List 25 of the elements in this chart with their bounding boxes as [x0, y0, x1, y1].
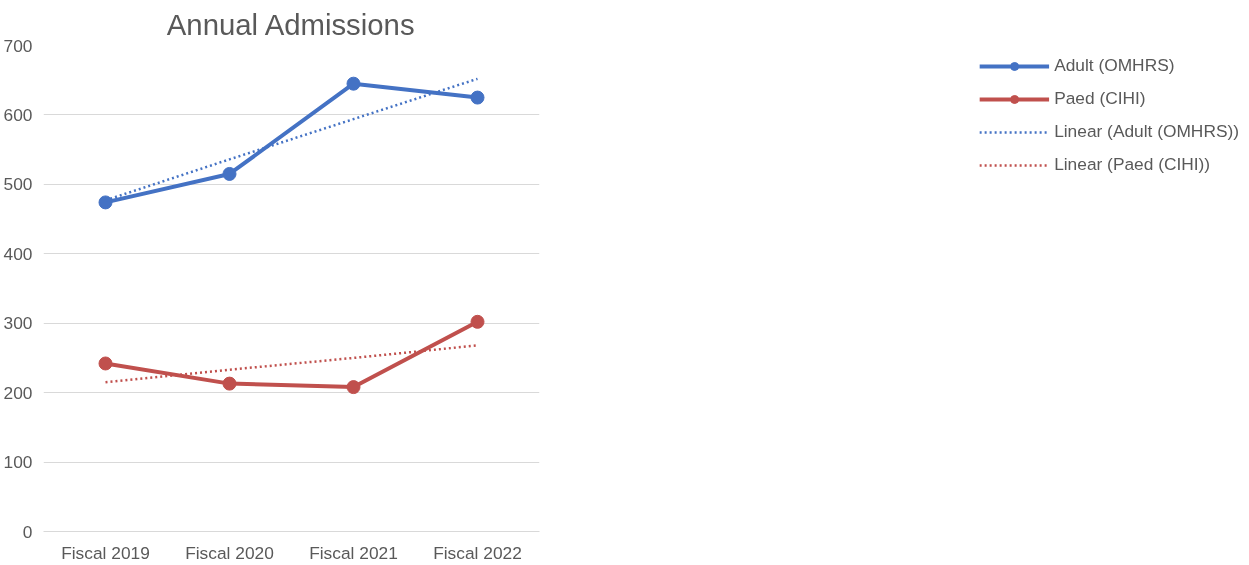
- chart-title: Annual Admissions: [166, 7, 415, 41]
- x-tick-label: Fiscal 2020: [185, 542, 274, 563]
- point: [470, 90, 485, 105]
- y-tick-label: 100: [3, 452, 33, 473]
- x-tick-label: Fiscal 2021: [309, 542, 398, 563]
- x-tick-label: Fiscal 2019: [61, 542, 150, 563]
- y-tick-label: 500: [3, 174, 33, 195]
- y-tick-label: 200: [3, 382, 33, 403]
- point: [222, 376, 237, 391]
- y-tick-label: 0: [22, 521, 33, 542]
- point: [98, 356, 113, 371]
- point: [222, 166, 237, 181]
- y-tick-label: 700: [3, 35, 33, 56]
- point: [346, 380, 361, 395]
- legend-label: Paed (CIHI): [1054, 88, 1146, 109]
- y-tick-label: 600: [3, 104, 33, 125]
- y-tick-label: 400: [3, 243, 33, 264]
- point: [98, 195, 113, 210]
- legend-label: Linear (Adult (OMHRS)): [1054, 121, 1239, 142]
- y-tick-label: 300: [3, 313, 33, 334]
- legend-label: Adult (OMHRS): [1054, 55, 1175, 76]
- legend-label: Linear (Paed (CIHI)): [1054, 154, 1211, 175]
- point: [470, 314, 485, 329]
- point: [346, 76, 361, 91]
- x-tick-label: Fiscal 2022: [433, 542, 522, 563]
